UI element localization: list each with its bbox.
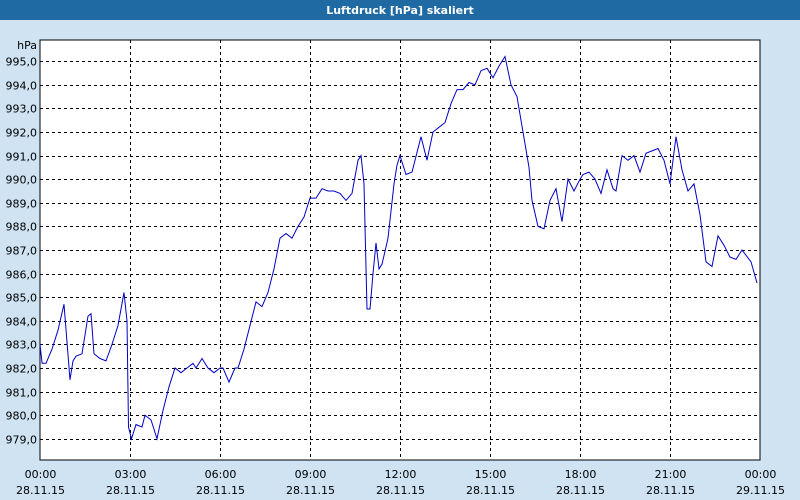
x-tick-time-label: 21:00: [655, 468, 687, 481]
y-tick-label: 994,0: [6, 80, 38, 93]
x-tick-date-label: 28.11.15: [556, 484, 605, 497]
y-axis-ticks: 995,0 994,0 993,0 992,0 991,0 990,0 989,0 988,0…: [6, 56, 38, 447]
x-tick-date-label: 28.11.15: [16, 484, 65, 497]
y-tick-label: 985,0: [6, 292, 38, 305]
y-tick-label: 980,0: [6, 410, 38, 423]
x-tick-date-label: 28.11.15: [646, 484, 695, 497]
grid-lines: [40, 40, 760, 460]
x-tick-time-label: 15:00: [475, 468, 507, 481]
x-axis-ticks: 00:00 28.11.15 03:00 28.11.15 06:00 28.11.15 0…: [16, 468, 785, 497]
x-tick-date-label: 28.11.15: [376, 484, 425, 497]
x-tick-time-label: 12:00: [385, 468, 417, 481]
x-tick-time-label: 00:00: [745, 468, 777, 481]
y-tick-label: 990,0: [6, 174, 38, 187]
y-tick-label: 991,0: [6, 151, 38, 164]
y-tick-label: 987,0: [6, 245, 38, 258]
series-line-pressure: [39, 55, 758, 441]
y-tick-label: 982,0: [6, 363, 38, 376]
y-tick-label: 983,0: [6, 339, 38, 352]
x-tick-time-label: 03:00: [115, 468, 147, 481]
x-tick-date-label: 28.11.15: [106, 484, 155, 497]
y-tick-label: 986,0: [6, 269, 38, 282]
x-tick-date-label: 29.11.15: [736, 484, 785, 497]
y-tick-label: 979,0: [6, 434, 38, 447]
x-tick-date-label: 28.11.15: [286, 484, 335, 497]
x-tick-time-label: 00:00: [25, 468, 57, 481]
y-tick-label: 984,0: [6, 316, 38, 329]
y-tick-label: 988,0: [6, 221, 38, 234]
x-tick-time-label: 09:00: [295, 468, 327, 481]
y-tick-label: 989,0: [6, 198, 38, 211]
chart-title: Luftdruck [hPa] skaliert: [326, 3, 474, 17]
y-axis-unit-label: hPa: [17, 39, 37, 52]
y-tick-label: 995,0: [6, 56, 38, 69]
y-tick-label: 993,0: [6, 103, 38, 116]
x-tick-date-label: 28.11.15: [466, 484, 515, 497]
x-tick-date-label: 28.11.15: [196, 484, 245, 497]
y-tick-label: 992,0: [6, 127, 38, 140]
x-tick-time-label: 18:00: [565, 468, 597, 481]
x-tick-time-label: 06:00: [205, 468, 237, 481]
y-tick-label: 981,0: [6, 387, 38, 400]
chart-title-bar: Luftdruck [hPa] skaliert: [0, 0, 800, 20]
